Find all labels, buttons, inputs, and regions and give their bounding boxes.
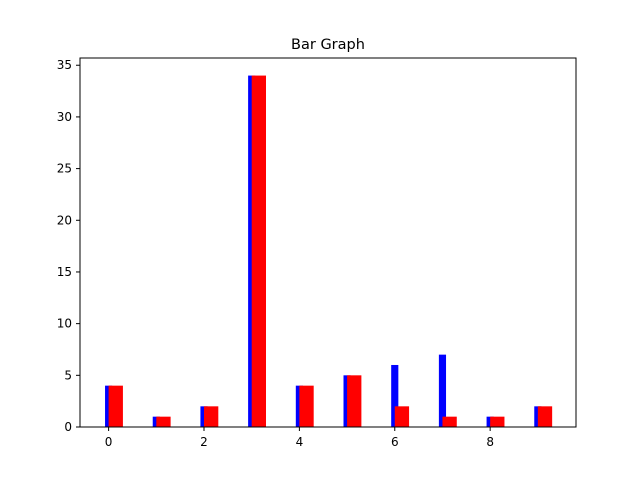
y-tick-label: 5 <box>64 368 72 382</box>
x-tick-label: 6 <box>391 435 399 449</box>
x-axis: 0 2 4 6 8 <box>105 427 494 449</box>
x-tick-label: 2 <box>200 435 208 449</box>
y-tick-label: 20 <box>57 213 72 227</box>
bar-series2-x1 <box>156 416 171 427</box>
y-tick-label: 10 <box>57 317 72 331</box>
bar-series2-x6 <box>394 406 410 427</box>
x-tick-label: 0 <box>105 435 113 449</box>
bars-group <box>105 75 553 428</box>
bar-series2-x0 <box>108 385 123 427</box>
y-tick-label: 35 <box>57 58 72 72</box>
chart-title: Bar Graph <box>291 37 365 53</box>
x-tick-label: 8 <box>486 435 494 449</box>
bar-series1-x6 <box>391 364 399 427</box>
y-axis: 0 5 10 15 20 25 30 35 <box>57 58 80 434</box>
y-tick-label: 30 <box>57 110 72 124</box>
bar-series1-x5 <box>343 375 351 427</box>
bar-series2-x3 <box>251 75 266 428</box>
bar-series2-x7 <box>442 416 457 427</box>
y-tick-label: 0 <box>64 420 72 434</box>
y-tick-label: 15 <box>57 265 72 279</box>
bar-series1-x7 <box>438 354 447 427</box>
bar-series2-x8 <box>490 416 505 427</box>
plot-frame <box>79 57 577 428</box>
bar-series2-x4 <box>299 385 314 427</box>
bar-series2-x2 <box>204 406 219 427</box>
y-tick-label: 25 <box>57 162 72 176</box>
x-tick-label: 4 <box>296 435 304 449</box>
bar-series2-x9 <box>537 406 553 427</box>
bar-series2-x5 <box>347 375 362 427</box>
bar-series1-x4 <box>295 385 303 427</box>
